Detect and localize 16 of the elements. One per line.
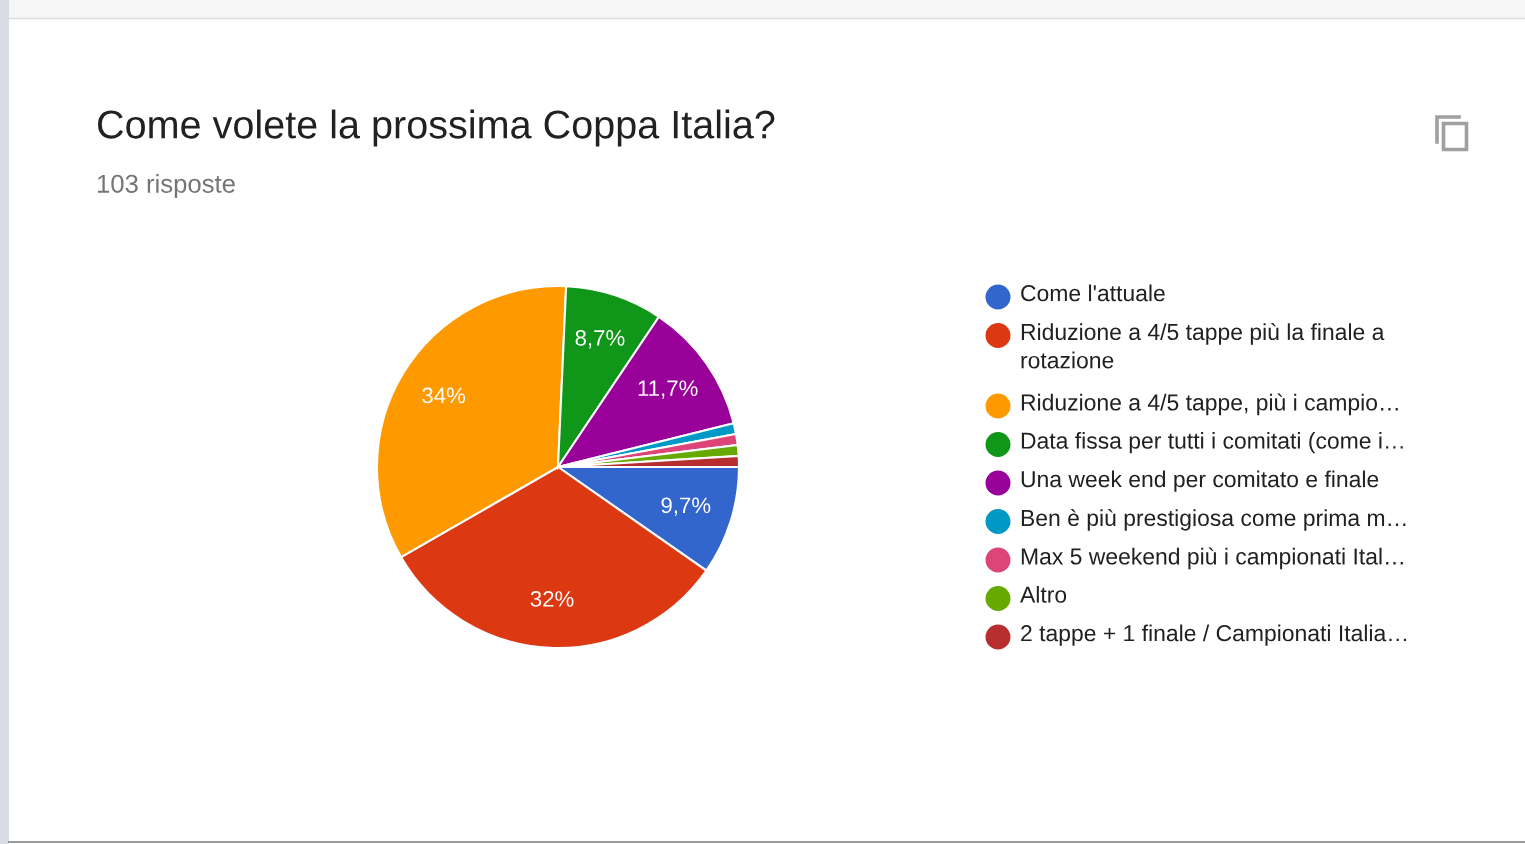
legend-label: Data fissa per tutti i comitati (come i… [1021,432,1403,454]
legend-label: Una week end per comitato e finale [1021,470,1379,492]
data-label: 11,7% [638,380,698,399]
text: 103 risposte [97,174,235,198]
chart-title: Come volete la prossima Coppa Italia? [98,109,775,147]
data-label: 8,7% [575,330,625,349]
legend-label: Max 5 weekend più i campionati Ital… [1021,547,1403,570]
legend-label: Riduzione a 4/5 tappe, più i campio… [1021,393,1398,416]
legend-label: Ben è più prestigiosa come prima m… [1021,509,1406,531]
legend-label: Riduzione a 4/5 tappe più la finale a rotazione [1021,323,1385,369]
legend-label: Come l'attuale [1021,284,1165,302]
legend-label: 2 tappe + 1 finale / Campionati Italia… [1021,624,1407,646]
data-label: 34% [422,387,466,404]
data-label: 9,7% [661,497,711,516]
legend-label: Altro [1020,586,1067,603]
data-label: 32% [530,591,574,607]
